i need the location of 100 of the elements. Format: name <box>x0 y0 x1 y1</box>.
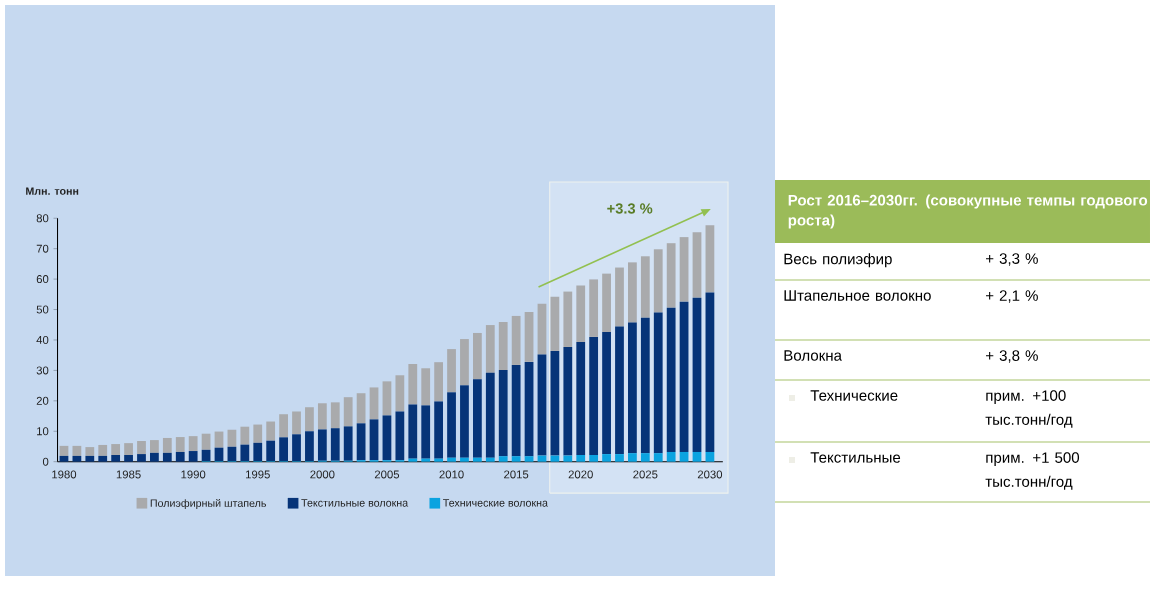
bar <box>240 426 250 445</box>
bar <box>498 370 508 457</box>
bar <box>679 451 689 462</box>
bar <box>150 452 159 462</box>
bar <box>59 455 69 462</box>
y-tick-label: 10 <box>37 427 49 436</box>
bar <box>705 292 715 452</box>
bar <box>369 419 379 461</box>
x-tick-label: 1985 <box>116 470 141 479</box>
bar <box>227 446 237 462</box>
y-tick-label: 60 <box>36 275 49 284</box>
bar <box>498 322 508 371</box>
bar <box>317 429 327 461</box>
bar <box>214 431 224 448</box>
text: + 2,1 % <box>986 290 1038 303</box>
bar <box>382 415 392 461</box>
x-tick-label: 2000 <box>310 470 335 479</box>
bar <box>253 442 263 462</box>
bar <box>524 361 534 457</box>
bar <box>615 326 624 455</box>
bar <box>653 453 663 462</box>
bar <box>666 451 676 462</box>
bar <box>692 297 702 452</box>
bar <box>498 456 508 462</box>
y-tick-label: 20 <box>36 396 49 405</box>
bar <box>524 456 534 462</box>
bar <box>266 421 276 441</box>
bar <box>460 339 469 386</box>
bar <box>72 455 82 462</box>
bar <box>305 407 314 432</box>
legend-label: Полиэфирный штапель <box>150 498 266 510</box>
bar <box>279 414 288 438</box>
text: + 3,8 % <box>986 350 1038 363</box>
bar <box>640 256 650 318</box>
bar <box>201 433 211 450</box>
bar <box>292 434 301 462</box>
bar <box>511 456 521 462</box>
y-axis-title: Млн. тонн <box>26 187 79 195</box>
bar <box>434 362 444 402</box>
bar <box>640 317 650 454</box>
legend-label: Текстильные волокна <box>301 499 409 507</box>
bar <box>705 451 715 462</box>
y-tick-label: 40 <box>36 335 49 344</box>
x-tick-label: 1990 <box>181 470 206 479</box>
bar <box>537 303 547 355</box>
bar <box>227 429 237 447</box>
bar <box>85 447 95 456</box>
bar <box>201 449 211 462</box>
bar <box>550 296 560 351</box>
text: +3.3 % <box>607 203 653 214</box>
bar <box>472 457 482 462</box>
bar <box>537 354 547 456</box>
bar <box>511 364 521 457</box>
bar <box>175 451 185 462</box>
bar <box>188 451 198 462</box>
bar <box>343 426 353 461</box>
x-tick-label: 2020 <box>568 470 593 479</box>
x-tick-label: 2010 <box>439 470 464 479</box>
bar <box>692 451 702 462</box>
y-tick-label: 0 <box>42 457 49 466</box>
text: Весь полиэфир <box>784 253 892 268</box>
bar <box>85 455 95 462</box>
bar <box>537 455 547 462</box>
bar <box>447 457 456 462</box>
bar <box>640 453 650 462</box>
bar <box>485 325 495 373</box>
bar <box>124 455 133 462</box>
y-tick-label: 50 <box>36 305 49 314</box>
bar <box>589 279 599 337</box>
y-tick-label: 70 <box>36 244 49 253</box>
bar <box>485 457 495 462</box>
bar <box>434 458 444 462</box>
text: Текстильные <box>810 452 901 463</box>
bar <box>253 424 263 443</box>
bar <box>408 404 418 459</box>
x-tick-label: 2030 <box>697 470 723 479</box>
bar <box>550 350 560 456</box>
bar <box>356 423 366 461</box>
bar <box>653 249 663 313</box>
x-tick-label: 2025 <box>633 470 658 479</box>
bar <box>330 428 340 461</box>
bar <box>111 444 121 455</box>
bar <box>421 405 431 459</box>
bar <box>395 411 405 461</box>
bar <box>447 349 456 393</box>
bar <box>175 437 185 452</box>
x-tick-label: 2015 <box>504 470 529 479</box>
bar <box>240 444 250 462</box>
bar <box>292 411 301 435</box>
bar <box>563 455 573 462</box>
bar <box>150 440 159 453</box>
bar <box>472 379 482 458</box>
text: прим. +100 тыс.тонн/год <box>985 390 1073 428</box>
y-tick-label: 80 <box>36 214 49 223</box>
bar <box>602 273 611 333</box>
bar <box>266 440 276 462</box>
bar <box>485 372 495 458</box>
y-tick-label: 30 <box>36 366 49 375</box>
bar <box>59 445 69 456</box>
bar <box>382 381 392 416</box>
